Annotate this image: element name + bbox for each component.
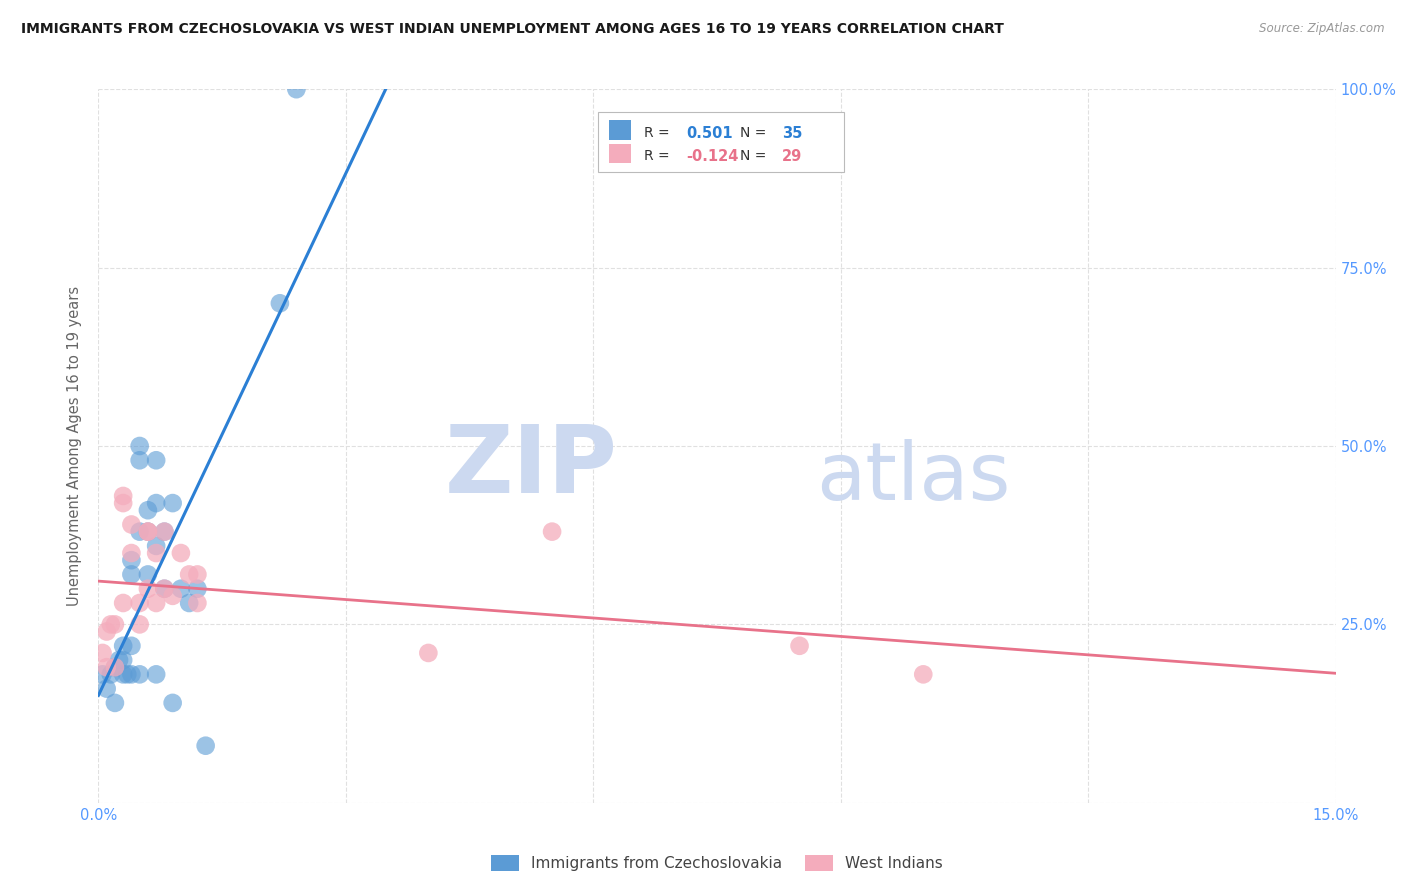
Point — [145, 546, 167, 560]
Point — [112, 667, 135, 681]
Text: atlas: atlas — [815, 439, 1011, 517]
Point — [170, 546, 193, 560]
Point — [145, 496, 167, 510]
Point — [128, 453, 150, 467]
Point — [136, 524, 159, 539]
Point — [153, 524, 176, 539]
Point — [285, 82, 308, 96]
Point — [104, 617, 127, 632]
Point — [104, 660, 127, 674]
Point — [112, 489, 135, 503]
Point — [120, 546, 142, 560]
Point — [91, 646, 114, 660]
Point — [120, 667, 142, 681]
Point — [186, 582, 208, 596]
Point — [162, 496, 184, 510]
Point — [100, 667, 122, 681]
Point — [145, 596, 167, 610]
Text: ZIP: ZIP — [446, 421, 619, 514]
Point — [912, 667, 935, 681]
Point — [104, 696, 127, 710]
Point — [108, 653, 131, 667]
Point — [153, 582, 176, 596]
Point — [120, 567, 142, 582]
Point — [112, 653, 135, 667]
Point — [136, 524, 159, 539]
Point — [112, 496, 135, 510]
Point — [269, 296, 291, 310]
Point — [186, 596, 208, 610]
Point — [179, 596, 201, 610]
Text: N =: N = — [740, 126, 770, 140]
Point — [104, 660, 127, 674]
Point — [136, 524, 159, 539]
Text: Source: ZipAtlas.com: Source: ZipAtlas.com — [1260, 22, 1385, 36]
Text: 35: 35 — [782, 126, 801, 141]
Text: 0.501: 0.501 — [686, 126, 733, 141]
Point — [128, 667, 150, 681]
Point — [153, 582, 176, 596]
Point — [194, 739, 217, 753]
Point — [128, 617, 150, 632]
Point — [153, 524, 176, 539]
Point — [162, 589, 184, 603]
Point — [418, 646, 440, 660]
Point — [789, 639, 811, 653]
Point — [117, 667, 139, 681]
Point — [179, 567, 201, 582]
Point — [136, 503, 159, 517]
Text: R =: R = — [644, 149, 673, 163]
Point — [91, 667, 114, 681]
Text: -0.124: -0.124 — [686, 149, 738, 164]
Point — [145, 667, 167, 681]
Point — [162, 696, 184, 710]
Point — [170, 582, 193, 596]
Text: 29: 29 — [782, 149, 801, 164]
Point — [128, 596, 150, 610]
Point — [145, 539, 167, 553]
Text: R =: R = — [644, 126, 673, 140]
Point — [112, 639, 135, 653]
Point — [145, 453, 167, 467]
Point — [120, 553, 142, 567]
Text: N =: N = — [740, 149, 770, 163]
Point — [541, 524, 564, 539]
Point — [112, 596, 135, 610]
Point — [96, 660, 118, 674]
Point — [136, 567, 159, 582]
Point — [186, 567, 208, 582]
Y-axis label: Unemployment Among Ages 16 to 19 years: Unemployment Among Ages 16 to 19 years — [67, 286, 83, 606]
Point — [100, 617, 122, 632]
Point — [96, 681, 118, 696]
Point — [128, 439, 150, 453]
Text: IMMIGRANTS FROM CZECHOSLOVAKIA VS WEST INDIAN UNEMPLOYMENT AMONG AGES 16 TO 19 Y: IMMIGRANTS FROM CZECHOSLOVAKIA VS WEST I… — [21, 22, 1004, 37]
Legend: Immigrants from Czechoslovakia, West Indians: Immigrants from Czechoslovakia, West Ind… — [485, 849, 949, 877]
Point — [120, 639, 142, 653]
Point — [136, 582, 159, 596]
Point — [96, 624, 118, 639]
Point — [128, 524, 150, 539]
Point — [120, 517, 142, 532]
